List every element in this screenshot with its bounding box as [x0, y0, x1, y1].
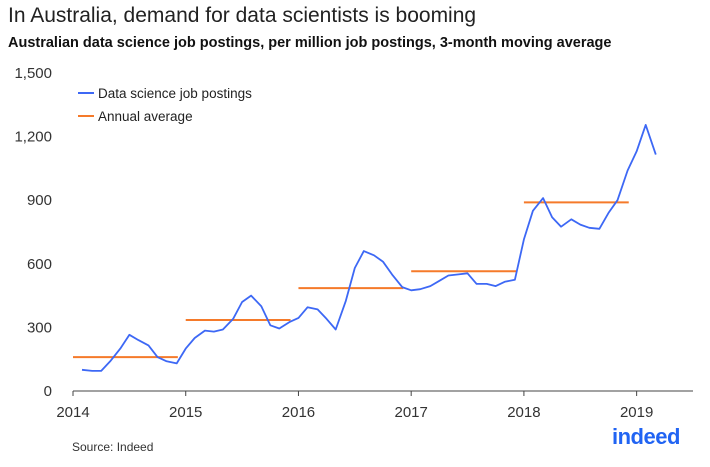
legend-label: Data science job postings	[98, 86, 252, 101]
x-tick-label: 2015	[169, 404, 202, 421]
y-tick-label: 1,500	[14, 65, 52, 82]
annual-average-lines	[73, 201, 629, 359]
legend: Data science job postings Annual average	[78, 86, 252, 124]
indeed-logo: indeed	[612, 424, 680, 449]
chart-title: In Australia, demand for data scientists…	[8, 4, 477, 27]
y-tick-label: 600	[27, 256, 52, 273]
x-tick-label: 2019	[620, 404, 653, 421]
data-science-postings-line	[81, 124, 657, 372]
legend-label: Annual average	[98, 109, 193, 124]
chart-subtitle: Australian data science job postings, pe…	[8, 35, 612, 51]
x-tick-label: 2018	[507, 404, 540, 421]
x-tick-label: 2017	[394, 404, 427, 421]
series-lines	[81, 124, 657, 372]
source-note: Source: Indeed	[72, 440, 154, 454]
y-tick-label: 0	[44, 383, 52, 400]
y-tick-label: 900	[27, 192, 52, 209]
y-tick-label: 1,200	[14, 129, 52, 146]
x-tick-label: 2016	[282, 404, 315, 421]
x-axis: 2014 2015 2016 2017 2018 2019	[56, 390, 693, 421]
y-axis-labels: 0 300 600 900 1,200 1,500	[14, 65, 52, 400]
x-tick-label: 2014	[56, 404, 89, 421]
y-tick-label: 300	[27, 319, 52, 336]
